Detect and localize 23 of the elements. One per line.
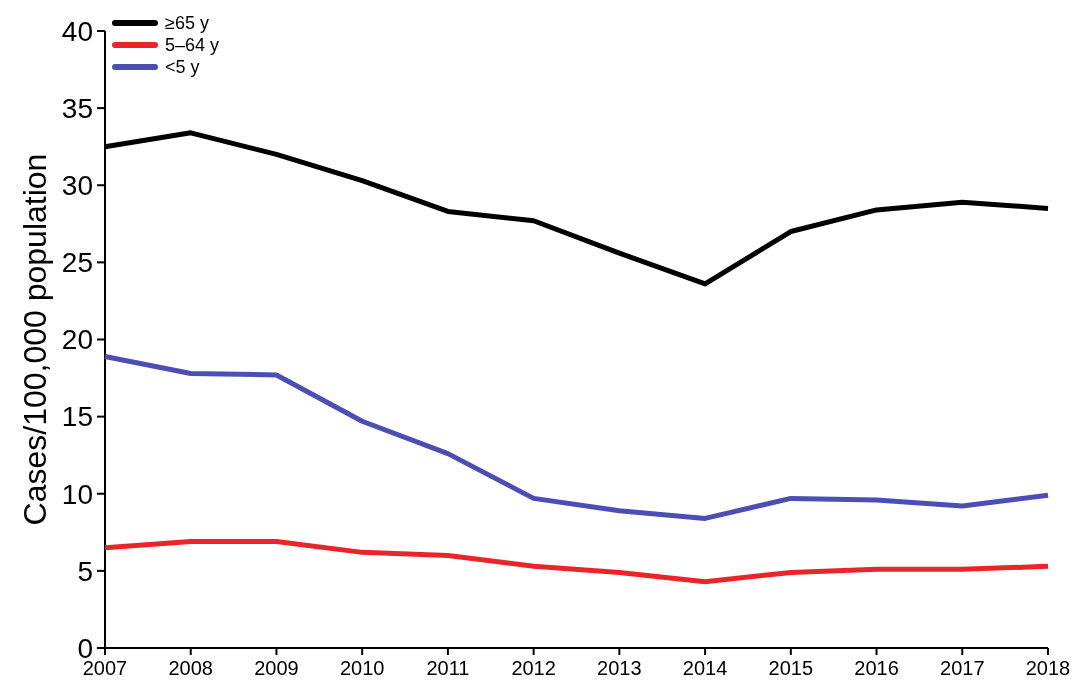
legend-label: <5 y: [165, 57, 200, 77]
legend-label: ≥65 y: [165, 13, 209, 33]
x-tick-label: 2010: [339, 657, 385, 679]
x-tick-label: 2012: [511, 657, 556, 679]
x-tick-label: 2011: [426, 657, 470, 679]
x-tick-label: 2018: [1025, 657, 1071, 679]
x-tick-label: 2017: [940, 657, 985, 679]
legend-label: 5–64 y: [165, 35, 220, 55]
x-tick-label: 2009: [254, 657, 299, 679]
y-tick-label: 35: [61, 92, 93, 124]
y-axis-title: Cases/100,000 population: [17, 153, 53, 526]
x-tick-label: 2013: [597, 657, 642, 679]
y-tick-label: 15: [61, 401, 93, 433]
x-tick-label: 2014: [682, 657, 728, 679]
x-tick-label: 2008: [168, 657, 213, 679]
y-tick-label: 30: [61, 170, 93, 202]
y-tick-label: 25: [61, 247, 93, 279]
y-tick-label: 5: [77, 555, 93, 587]
y-tick-label: 10: [61, 478, 93, 510]
y-tick-label: 40: [61, 15, 93, 47]
x-tick-label: 2015: [768, 657, 814, 679]
y-tick-label: 20: [61, 324, 93, 356]
x-tick-label: 2016: [854, 657, 899, 679]
